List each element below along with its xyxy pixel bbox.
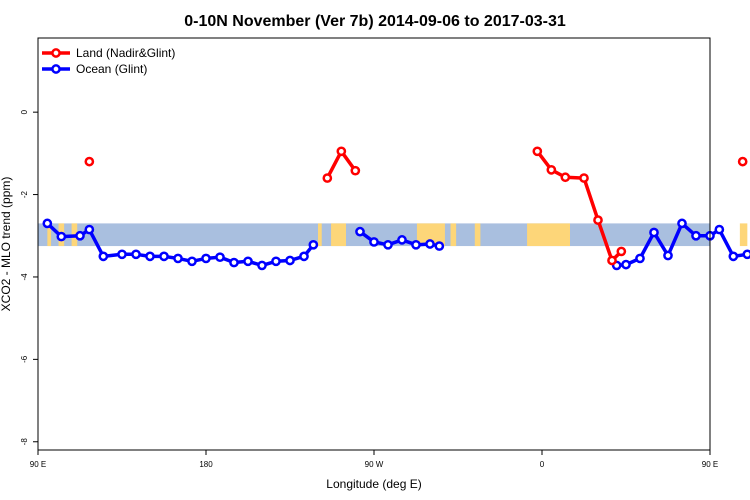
data-point (75, 230, 85, 241)
land-patch (416, 223, 445, 247)
data-point (663, 250, 673, 261)
data-point (411, 239, 421, 250)
data-point (159, 251, 169, 262)
legend-marker (51, 48, 61, 58)
data-point (84, 156, 95, 167)
data-point (607, 255, 617, 266)
data-point (635, 253, 645, 264)
y-axis: 0 -2 -4 -6 -8 (20, 109, 38, 445)
legend-item: Ocean (Glint) (42, 62, 147, 76)
data-point (215, 252, 225, 263)
data-point (369, 237, 379, 247)
data-point (434, 241, 445, 251)
data-point (546, 164, 557, 175)
data-point (737, 156, 748, 167)
data-point (145, 251, 155, 262)
series-land-nadir-glint- (84, 146, 748, 266)
x-tick-label: 90 E (702, 460, 718, 469)
land-patch (47, 223, 52, 247)
data-point (98, 251, 109, 262)
land-patch (318, 223, 322, 247)
data-point (355, 226, 365, 237)
series-line (616, 221, 750, 268)
data-point (243, 256, 253, 267)
data-point (308, 239, 319, 250)
data-point (336, 146, 347, 157)
x-tick-label: 0 (540, 460, 545, 469)
data-point (621, 259, 631, 270)
data-point (201, 253, 211, 264)
data-point (677, 218, 687, 229)
x-tick-label: 90 W (365, 460, 384, 469)
land-patch (450, 223, 457, 247)
data-point (425, 239, 435, 249)
legend: Land (Nadir&Glint) Ocean (Glint) (42, 46, 175, 76)
data-point (742, 249, 750, 260)
y-tick-label: 0 (20, 109, 29, 114)
y-tick-label: -2 (20, 190, 29, 198)
data-point (285, 255, 295, 266)
data-point (649, 227, 659, 238)
legend-marker (51, 64, 61, 74)
data-point (229, 257, 239, 268)
data-point (579, 173, 589, 183)
data-point (131, 249, 141, 260)
x-axis-title: Longitude (deg E) (326, 477, 421, 491)
x-tick-label: 180 (199, 460, 213, 469)
legend-item: Land (Nadir&Glint) (42, 46, 175, 60)
y-axis-title: XCO2 - MLO trend (ppm) (0, 177, 13, 312)
legend-label: Land (Nadir&Glint) (76, 46, 175, 60)
legend-label: Ocean (Glint) (76, 62, 147, 76)
data-point (173, 253, 183, 264)
data-point (532, 146, 543, 157)
y-tick-label: -4 (20, 273, 29, 281)
x-axis: 90 E 180 90 W 0 90 E (30, 450, 718, 469)
data-point (691, 230, 701, 241)
chart-title: 0-10N November (Ver 7b) 2014-09-06 to 20… (184, 13, 566, 30)
data-point (42, 218, 53, 229)
land-patch (739, 223, 748, 247)
data-point (616, 246, 627, 257)
data-point (560, 172, 571, 183)
data-point (322, 173, 333, 183)
x-tick-label: 90 E (30, 460, 46, 469)
data-point (714, 224, 725, 235)
data-point (299, 251, 309, 262)
y-tick-label: -6 (20, 355, 29, 363)
data-point (117, 249, 127, 260)
land-patch (331, 223, 346, 247)
data-point (593, 215, 603, 225)
data-point (728, 251, 739, 262)
land-patch (474, 223, 481, 247)
data-point (257, 260, 267, 271)
data-point (187, 256, 197, 267)
data-point (350, 165, 361, 176)
data-point (271, 256, 281, 267)
y-tick-label: -8 (20, 438, 29, 446)
data-point (383, 239, 393, 250)
data-point (397, 235, 407, 245)
data-point (56, 231, 67, 242)
data-point (84, 224, 95, 235)
land-patch (527, 223, 570, 247)
